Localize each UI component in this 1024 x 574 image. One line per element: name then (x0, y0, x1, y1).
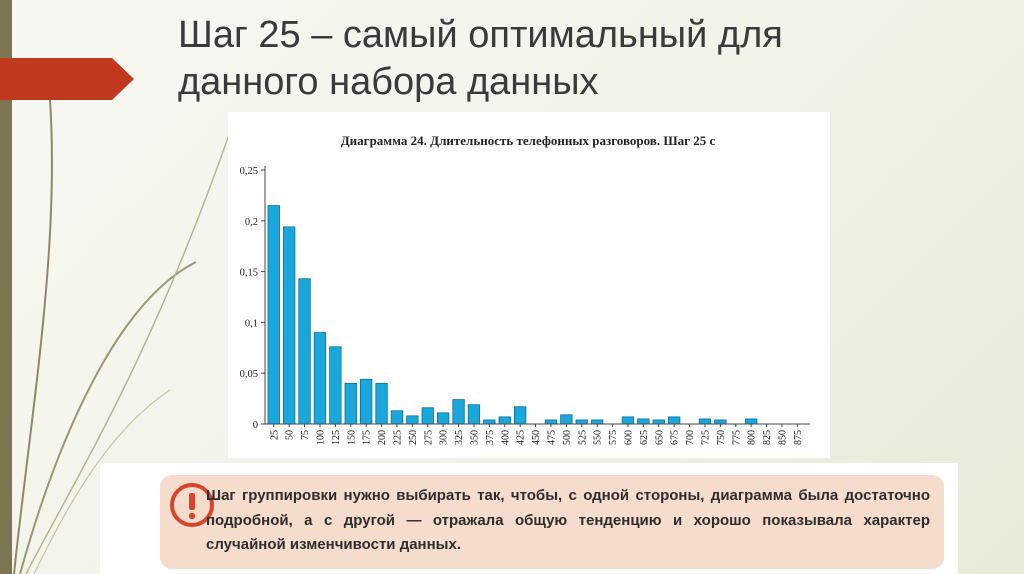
x-tick-label: 425 (516, 430, 527, 445)
y-tick-label: 0,15 (240, 268, 258, 279)
x-tick-label: 850 (777, 430, 788, 445)
bar (406, 415, 419, 425)
bar (575, 419, 588, 425)
x-tick-label: 150 (346, 430, 357, 445)
x-tick-label: 725 (700, 430, 711, 445)
x-tick-label: 500 (562, 430, 573, 445)
bar (436, 412, 450, 425)
x-tick-label: 550 (593, 430, 604, 445)
x-tick-label: 225 (392, 430, 403, 445)
x-tick-label: 875 (793, 430, 804, 445)
bar (421, 407, 434, 425)
bar (667, 416, 681, 425)
x-tick-label: 475 (546, 430, 557, 445)
x-tick-label: 600 (623, 430, 634, 445)
x-tick-label: 50 (285, 430, 296, 440)
x-tick-label: 300 (439, 430, 450, 445)
bar (298, 278, 311, 425)
slide-title-line-2: данного набора данных (178, 61, 599, 103)
title-arrow-marker (0, 58, 134, 100)
bar (745, 418, 758, 425)
y-tick-label: 0,2 (245, 217, 258, 228)
x-axis: 25 50 75 100 125 150 175 200 225 250 275 300 325 350 3… (265, 423, 810, 445)
x-tick-label: 350 (469, 430, 480, 445)
x-tick-label: 325 (454, 430, 465, 445)
x-tick-label: 825 (762, 430, 773, 445)
bar (652, 419, 665, 425)
bar (544, 419, 558, 425)
note-panel: Шаг группировки нужно выбирать так, чтоб… (100, 463, 958, 574)
x-tick-label: 800 (747, 430, 758, 445)
x-tick-label: 525 (577, 430, 588, 445)
x-tick-label: 100 (315, 430, 326, 445)
bar (714, 419, 727, 425)
x-tick-label: 175 (362, 430, 373, 445)
y-tick-label: 0,1 (245, 318, 258, 329)
x-tick-label: 750 (716, 430, 727, 445)
bar (313, 332, 327, 425)
bar (498, 416, 511, 425)
slide-title-line-1: Шаг 25 – самый оптимальный для (178, 14, 783, 56)
bar (375, 382, 388, 425)
x-tick-label: 675 (670, 430, 681, 445)
x-tick-label: 275 (423, 430, 434, 445)
bar (359, 378, 373, 425)
x-tick-label: 775 (731, 430, 742, 445)
x-tick-label: 25 (269, 430, 280, 440)
x-tick-label: 75 (300, 430, 311, 440)
bar (390, 410, 404, 425)
bar (267, 205, 280, 425)
bar (621, 416, 635, 425)
bar (344, 382, 357, 425)
x-tick-label: 375 (485, 430, 496, 445)
y-tick-label: 0,25 (240, 166, 258, 177)
bar (590, 419, 604, 425)
x-tick-label: 250 (408, 430, 419, 445)
note-text: Шаг группировки нужно выбирать так, чтоб… (206, 487, 930, 553)
x-tick-label: 200 (377, 430, 388, 445)
slide-title: Шаг 25 – самый оптимальный для данного н… (178, 12, 978, 106)
decorative-grass-lines (13, 99, 231, 574)
x-tick-label: 125 (331, 430, 342, 445)
bar (513, 406, 527, 425)
bar (467, 404, 481, 425)
x-tick-label: 400 (500, 430, 511, 445)
note-box (160, 475, 944, 569)
x-tick-label: 700 (685, 430, 696, 445)
bar (329, 346, 342, 425)
bar (698, 418, 712, 425)
bar (283, 226, 296, 425)
y-tick-label: 0,05 (240, 369, 258, 380)
x-tick-label: 575 (608, 430, 619, 445)
exclamation-icon (170, 483, 214, 527)
bar-chart: Диаграмма 24. Длительность телефонных ра… (240, 133, 810, 445)
bar (452, 399, 465, 425)
chart-panel: Диаграмма 24. Длительность телефонных ра… (228, 112, 830, 458)
bar (560, 414, 573, 425)
x-tick-label: 650 (654, 430, 665, 445)
bars (267, 205, 758, 425)
bar (483, 419, 496, 425)
chart-title: Диаграмма 24. Длительность телефонных ра… (341, 133, 716, 148)
bar (637, 418, 650, 425)
y-axis: 0 0,05 0,1 0,15 0,2 0,25 (240, 166, 266, 431)
x-tick-label: 450 (531, 430, 542, 445)
x-tick-label: 625 (639, 430, 650, 445)
y-tick-label: 0 (253, 420, 258, 431)
left-accent-stripe (0, 0, 12, 574)
